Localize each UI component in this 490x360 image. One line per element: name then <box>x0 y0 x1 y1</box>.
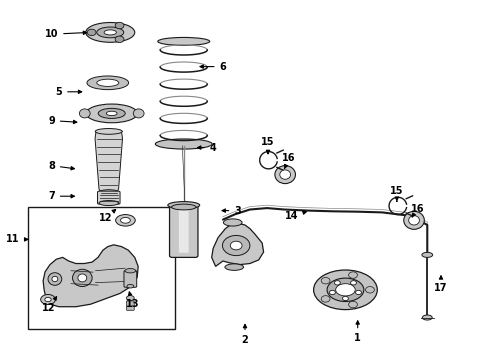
Ellipse shape <box>45 297 51 302</box>
Text: 12: 12 <box>42 297 56 313</box>
Ellipse shape <box>48 273 62 285</box>
Ellipse shape <box>172 204 196 210</box>
Text: 2: 2 <box>242 324 248 345</box>
Ellipse shape <box>125 269 136 273</box>
Circle shape <box>348 272 357 278</box>
Ellipse shape <box>87 76 128 90</box>
Circle shape <box>115 36 124 42</box>
Ellipse shape <box>41 294 55 305</box>
Text: 12: 12 <box>98 210 116 223</box>
Text: 6: 6 <box>200 62 226 72</box>
Ellipse shape <box>99 201 119 206</box>
Ellipse shape <box>422 315 432 320</box>
Text: 16: 16 <box>411 204 424 217</box>
Ellipse shape <box>78 274 87 282</box>
Text: 8: 8 <box>48 161 74 171</box>
Ellipse shape <box>86 22 135 42</box>
Text: 15: 15 <box>261 137 275 154</box>
Circle shape <box>348 301 357 308</box>
FancyBboxPatch shape <box>126 301 134 310</box>
Circle shape <box>321 296 330 302</box>
Ellipse shape <box>104 30 117 35</box>
Ellipse shape <box>336 284 355 296</box>
Ellipse shape <box>95 129 122 134</box>
Ellipse shape <box>327 278 364 302</box>
Ellipse shape <box>158 37 210 45</box>
Polygon shape <box>95 131 122 193</box>
Text: 3: 3 <box>222 206 241 216</box>
Ellipse shape <box>106 111 117 116</box>
Circle shape <box>230 241 242 250</box>
Ellipse shape <box>86 104 137 123</box>
Ellipse shape <box>99 190 119 195</box>
Ellipse shape <box>168 202 200 209</box>
Text: 9: 9 <box>48 116 77 126</box>
FancyBboxPatch shape <box>179 208 189 253</box>
Circle shape <box>87 29 96 36</box>
Ellipse shape <box>73 269 92 287</box>
Text: 16: 16 <box>282 153 296 169</box>
Ellipse shape <box>121 217 130 223</box>
Ellipse shape <box>223 219 242 226</box>
Circle shape <box>335 281 341 285</box>
Ellipse shape <box>116 215 135 226</box>
FancyBboxPatch shape <box>28 207 175 329</box>
Ellipse shape <box>225 264 244 270</box>
Text: 5: 5 <box>55 87 82 97</box>
Ellipse shape <box>409 216 419 225</box>
FancyBboxPatch shape <box>124 271 137 287</box>
Circle shape <box>329 290 335 294</box>
Polygon shape <box>43 245 138 307</box>
Ellipse shape <box>127 284 134 288</box>
Text: 7: 7 <box>48 191 74 201</box>
Ellipse shape <box>52 276 58 282</box>
Ellipse shape <box>97 79 119 86</box>
Circle shape <box>356 290 362 294</box>
Ellipse shape <box>314 270 377 310</box>
Text: 14: 14 <box>285 211 306 221</box>
Circle shape <box>321 278 330 284</box>
Ellipse shape <box>79 109 90 118</box>
Ellipse shape <box>422 252 433 257</box>
Ellipse shape <box>133 109 144 118</box>
Circle shape <box>115 22 124 29</box>
Text: 10: 10 <box>45 29 87 39</box>
Text: 1: 1 <box>354 321 361 343</box>
Text: 13: 13 <box>125 292 139 309</box>
FancyBboxPatch shape <box>98 191 120 204</box>
Circle shape <box>350 281 356 285</box>
Ellipse shape <box>98 108 125 118</box>
Circle shape <box>222 235 250 256</box>
Ellipse shape <box>280 170 291 179</box>
Text: 11: 11 <box>5 234 28 244</box>
Ellipse shape <box>97 27 123 38</box>
Text: 17: 17 <box>434 276 448 293</box>
Ellipse shape <box>126 296 134 301</box>
Text: 4: 4 <box>197 143 217 153</box>
Ellipse shape <box>404 211 424 229</box>
Ellipse shape <box>275 166 295 184</box>
FancyBboxPatch shape <box>170 203 198 257</box>
Text: 15: 15 <box>390 186 404 201</box>
Polygon shape <box>212 223 264 266</box>
Circle shape <box>366 287 374 293</box>
Ellipse shape <box>155 139 212 149</box>
Circle shape <box>343 296 348 301</box>
